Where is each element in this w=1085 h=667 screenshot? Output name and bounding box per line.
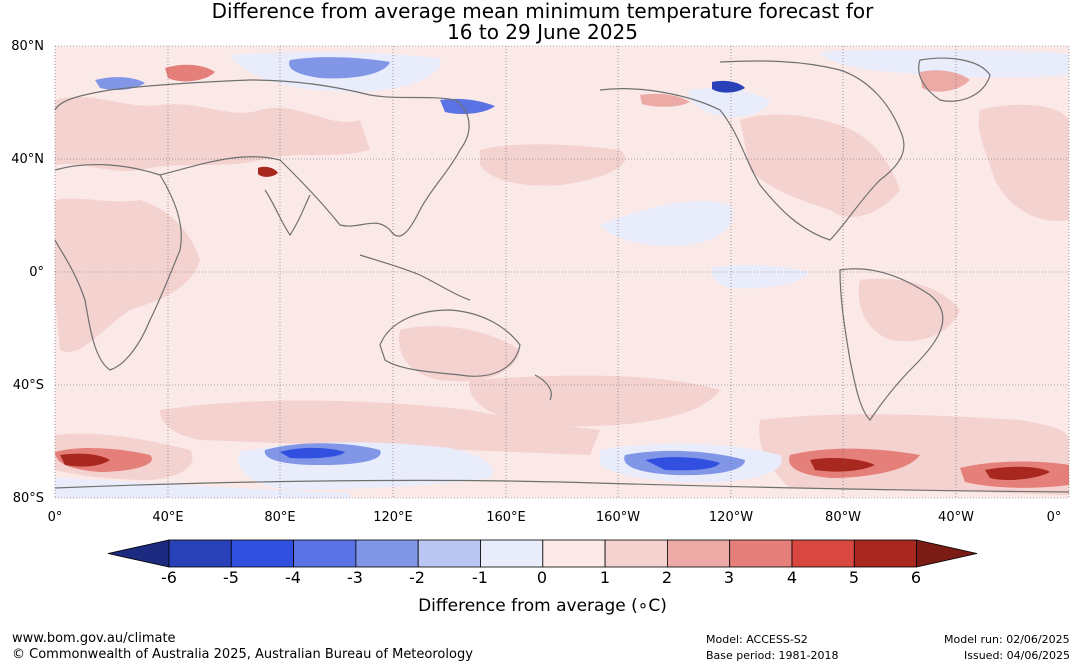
lat-label-40s: 40°S — [12, 378, 44, 393]
colorbar-tick: 6 — [910, 568, 922, 587]
colorbar-segment — [791, 539, 855, 568]
lon-label-80e: 80°E — [264, 510, 296, 525]
lon-label-0: 0° — [47, 510, 63, 525]
map-title-line1: Difference from average mean minimum tem… — [211, 0, 874, 23]
colorbar-arrow-low — [107, 539, 170, 568]
colorbar-segment — [729, 539, 793, 568]
colorbar-segment — [230, 539, 295, 568]
colorbar-tick: 1 — [599, 568, 611, 587]
colorbar-tick: -5 — [223, 568, 239, 587]
colorbar — [107, 539, 978, 568]
colorbar-arrow-high — [916, 539, 978, 568]
colorbar-segment — [667, 539, 731, 568]
lon-label-120e: 120°E — [373, 510, 413, 525]
lat-label-40n: 40°N — [11, 152, 44, 167]
colorbar-tick: 3 — [723, 568, 735, 587]
colorbar-segment — [604, 539, 668, 568]
lat-label-80s: 80°S — [12, 491, 44, 506]
lon-label-40e: 40°E — [152, 510, 184, 525]
lon-label-160w: 160°W — [595, 510, 641, 525]
lon-label-160e: 160°E — [486, 510, 526, 525]
colorbar-segment — [355, 539, 419, 568]
colorbar-segment — [542, 539, 606, 568]
strong-cool-regions — [95, 57, 745, 476]
colorbar-tick: 2 — [661, 568, 673, 587]
colorbar-tick: -2 — [409, 568, 425, 587]
footer-issued: Issued: 04/06/2025 — [964, 649, 1071, 662]
colorbar-tick: 4 — [786, 568, 798, 587]
colorbar-segment — [293, 539, 357, 568]
coastlines — [54, 57, 1070, 493]
colorbar-tick: -1 — [472, 568, 488, 587]
footer-base-period: Base period: 1981-2018 — [706, 649, 839, 662]
lon-label-40w: 40°W — [938, 510, 974, 525]
footer-copyright: © Commonwealth of Australia 2025, Austra… — [12, 647, 473, 662]
colorbar-tick: 0 — [536, 568, 548, 587]
colorbar-tick: -3 — [347, 568, 363, 587]
lat-label-0: 0° — [29, 265, 44, 280]
colorbar-segment — [168, 539, 232, 568]
colorbar-label: Difference from average (∘C) — [418, 596, 667, 616]
colorbar-segment — [417, 539, 481, 568]
colorbar-tick: -6 — [161, 568, 177, 587]
colorbar-segment — [480, 539, 544, 568]
footer-website: www.bom.gov.au/climate — [12, 631, 176, 646]
lat-label-80n: 80°N — [11, 39, 44, 54]
colorbar-tick: 5 — [848, 568, 860, 587]
lon-label-80w: 80°W — [825, 510, 861, 525]
map-title-line2: 16 to 29 June 2025 — [447, 20, 638, 44]
footer-model-run: Model run: 02/06/2025 — [944, 633, 1070, 646]
footer-model: Model: ACCESS-S2 — [706, 633, 808, 646]
map-gridlines — [54, 45, 1070, 499]
strong-warm-regions — [55, 64, 1069, 488]
colorbar-tick: -4 — [285, 568, 301, 587]
colorbar-segment — [853, 539, 917, 568]
lon-label-0-east: 0° — [1046, 510, 1062, 525]
lon-label-120w: 120°W — [708, 510, 754, 525]
